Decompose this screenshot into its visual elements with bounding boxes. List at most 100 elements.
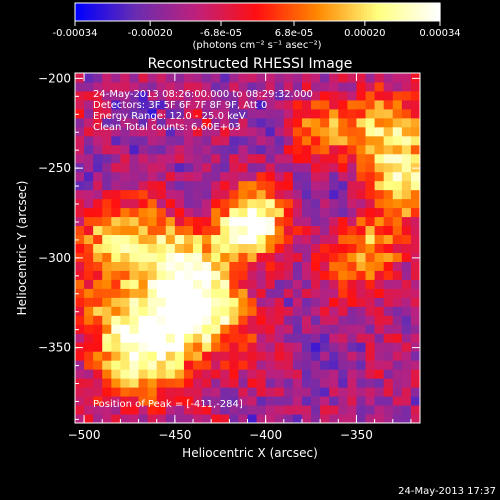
heatmap-cell bbox=[156, 297, 167, 307]
heatmap-cell bbox=[193, 396, 203, 406]
heatmap-cell bbox=[374, 198, 385, 209]
heatmap-cell bbox=[174, 369, 185, 379]
heatmap-cell bbox=[283, 360, 294, 370]
heatmap-cell bbox=[347, 270, 357, 280]
heatmap-cell bbox=[220, 171, 230, 182]
heatmap-cell bbox=[220, 261, 230, 271]
heatmap-cell bbox=[356, 171, 367, 182]
heatmap-cell bbox=[365, 162, 376, 173]
heatmap-cell bbox=[256, 99, 267, 110]
heatmap-cell bbox=[365, 252, 376, 262]
heatmap-cell bbox=[238, 351, 248, 361]
heatmap-cell bbox=[238, 126, 248, 137]
heatmap-cell bbox=[383, 126, 394, 137]
heatmap-cell bbox=[220, 144, 230, 155]
heatmap-cell bbox=[401, 144, 412, 155]
heatmap-cell bbox=[301, 252, 312, 262]
heatmap-cell bbox=[311, 378, 321, 388]
heatmap-cell bbox=[202, 117, 212, 128]
heatmap-cell bbox=[338, 162, 348, 173]
heatmap-cell bbox=[102, 153, 112, 164]
heatmap-cell bbox=[383, 73, 394, 83]
heatmap-cell bbox=[292, 261, 303, 271]
heatmap-cell bbox=[247, 243, 258, 253]
heatmap-cell bbox=[84, 108, 94, 119]
heatmap-cell bbox=[165, 414, 176, 423]
heatmap-cell bbox=[311, 306, 321, 316]
heatmap-cell bbox=[247, 198, 258, 209]
heatmap-cell bbox=[174, 81, 185, 92]
heatmap-cell bbox=[338, 306, 348, 316]
heatmap-cell bbox=[401, 117, 412, 128]
heatmap-cell bbox=[410, 288, 420, 298]
heatmap-cell bbox=[274, 261, 285, 271]
heatmap-cell bbox=[265, 270, 276, 280]
heatmap-cell bbox=[383, 162, 394, 173]
heatmap-cell bbox=[111, 126, 121, 137]
heatmap-cell bbox=[256, 81, 267, 92]
heatmap-cell bbox=[311, 117, 321, 128]
heatmap-cell bbox=[320, 333, 330, 343]
heatmap-cell bbox=[120, 162, 130, 173]
heatmap-cell bbox=[174, 324, 185, 334]
heatmap-cell bbox=[383, 90, 394, 101]
heatmap-cell bbox=[147, 252, 158, 262]
heatmap-cell bbox=[356, 351, 367, 361]
heatmap-cell bbox=[183, 234, 194, 245]
heatmap-cell bbox=[93, 117, 103, 128]
heatmap-cell bbox=[347, 315, 357, 325]
heatmap-cell bbox=[211, 216, 221, 227]
heatmap-cell bbox=[84, 81, 94, 92]
colorbar-cell bbox=[336, 3, 341, 21]
heatmap-cell bbox=[365, 306, 376, 316]
heatmap-cell bbox=[147, 387, 158, 397]
heatmap-cell bbox=[129, 279, 140, 289]
heatmap-cell bbox=[392, 180, 403, 191]
heatmap-cell bbox=[102, 288, 112, 298]
heatmap-cell bbox=[238, 73, 248, 83]
heatmap-cell bbox=[292, 360, 303, 370]
heatmap-cell bbox=[347, 73, 357, 83]
heatmap-cell bbox=[202, 252, 212, 262]
heatmap-cell bbox=[229, 333, 239, 343]
heatmap-cell bbox=[265, 189, 276, 200]
heatmap-cell bbox=[383, 279, 394, 289]
heatmap-cell bbox=[129, 297, 140, 307]
heatmap-cell bbox=[111, 288, 121, 298]
heatmap-cell bbox=[147, 126, 158, 137]
heatmap-cell bbox=[156, 216, 167, 227]
heatmap-cell bbox=[220, 207, 230, 218]
heatmap-cell bbox=[283, 351, 294, 361]
heatmap-cell bbox=[301, 135, 312, 146]
heatmap-cell bbox=[374, 279, 385, 289]
heatmap-cell bbox=[320, 351, 330, 361]
heatmap-cell bbox=[401, 324, 412, 334]
heatmap-cell bbox=[183, 126, 194, 137]
heatmap-cell bbox=[347, 216, 357, 227]
heatmap-cell bbox=[365, 288, 376, 298]
heatmap-cell bbox=[274, 81, 285, 92]
heatmap-cell bbox=[165, 171, 176, 182]
heatmap-cell bbox=[392, 162, 403, 173]
heatmap-cell bbox=[211, 360, 221, 370]
heatmap-cell bbox=[211, 351, 221, 361]
heatmap-cell bbox=[102, 351, 112, 361]
heatmap-cell bbox=[183, 405, 194, 415]
heatmap-cell bbox=[301, 342, 312, 352]
heatmap-cell bbox=[75, 342, 85, 352]
heatmap-cell bbox=[329, 243, 339, 253]
heatmap-cell bbox=[247, 225, 258, 236]
heatmap-cell bbox=[138, 117, 149, 128]
heatmap-cell bbox=[229, 369, 239, 379]
heatmap-cell bbox=[274, 90, 285, 101]
heatmap-cell bbox=[93, 162, 103, 173]
heatmap-cell bbox=[283, 333, 294, 343]
heatmap-cell bbox=[274, 270, 285, 280]
heatmap-cell bbox=[220, 73, 230, 83]
heatmap-cell bbox=[329, 261, 339, 271]
heatmap-cell bbox=[147, 99, 158, 110]
heatmap-cell bbox=[410, 270, 420, 280]
heatmap-cell bbox=[129, 288, 140, 298]
heatmap-cell bbox=[301, 405, 312, 415]
info-line-detectors: Detectors: 3F 5F 6F 7F 8F 9F, Att 0 bbox=[93, 100, 267, 111]
